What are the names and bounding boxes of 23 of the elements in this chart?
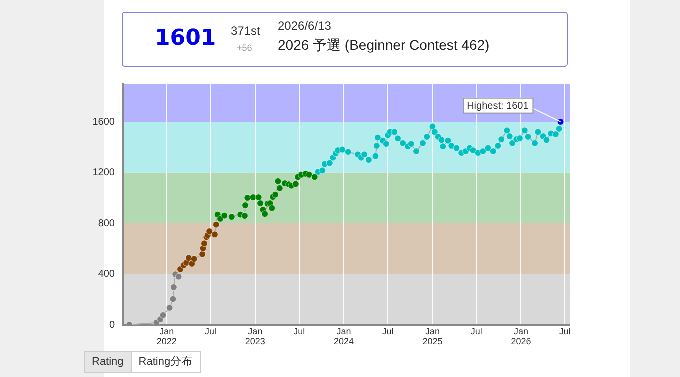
text: 1601 [155, 26, 216, 51]
x-tick-label: Jul [559, 326, 571, 336]
y-tick-label: 800 [98, 218, 116, 230]
annotation: Highest: 1601 [467, 101, 530, 112]
text: 2026/6/13 [278, 19, 332, 33]
y-tick-label: 400 [98, 269, 116, 280]
y-tick-label: 1600 [92, 116, 116, 128]
x-tick-label: Jan 2026 [511, 326, 532, 346]
x-tick-label: Jul [470, 326, 482, 336]
y-tick-label: 0 [109, 320, 116, 331]
x-tick-label: Jan 2023 [245, 326, 266, 346]
y-tick-label: 1200 [92, 168, 116, 179]
x-tick-label: Jan 2022 [156, 326, 177, 346]
chart-title: 2026 予選 (Beginner Contest 462) [278, 37, 490, 55]
x-tick-label: Jan 2025 [422, 326, 443, 346]
x-tick-label: Jul [382, 326, 394, 336]
text: Rating [84, 351, 132, 373]
text: 371st [231, 24, 260, 38]
x-tick-label: Jul [294, 326, 306, 336]
text: Rating分布 [130, 351, 201, 373]
text: +56 [237, 43, 252, 53]
x-tick-label: Jul [205, 326, 217, 336]
x-tick-label: Jan 2024 [334, 326, 354, 346]
